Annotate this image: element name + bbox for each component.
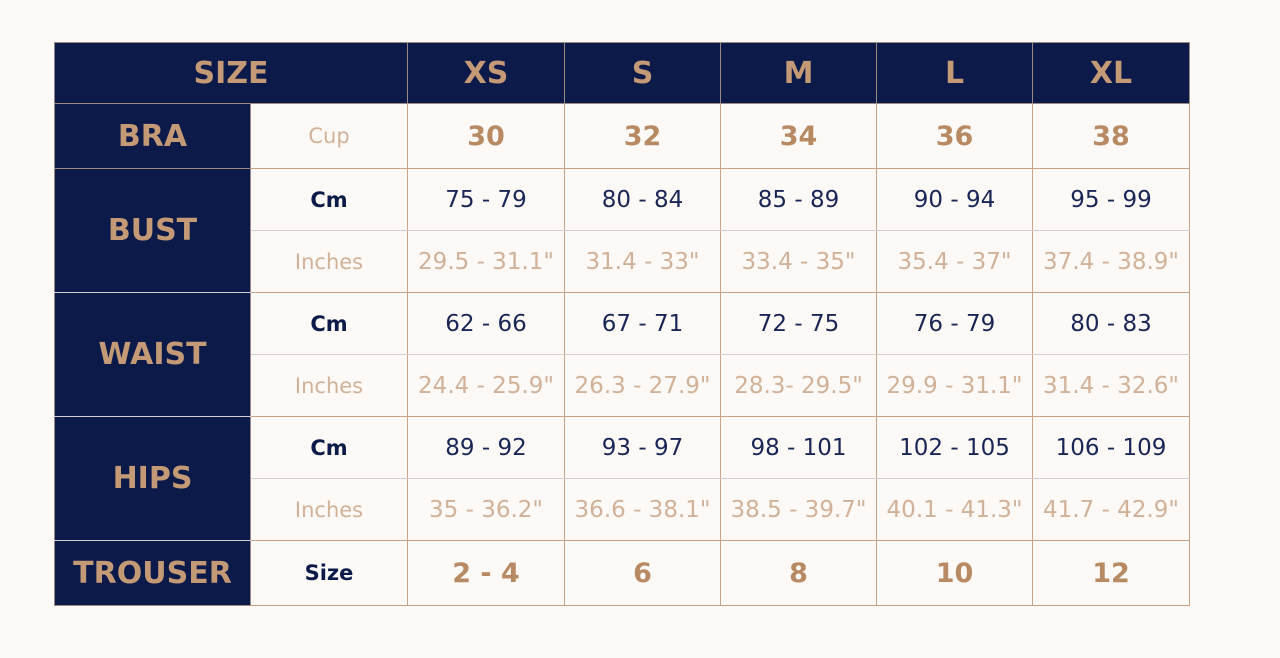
bust-cm-row: BUST Cm 75 - 79 80 - 84 85 - 89 90 - 94 95 - 9… — [54, 168, 1191, 293]
unit-label: Cm — [249, 168, 409, 231]
value-cell-xs: 62 - 66 — [407, 292, 566, 355]
value-cell-s: 36.6 - 38.1" — [564, 478, 722, 541]
value-cell-xl: 95 - 99 — [1032, 168, 1191, 231]
value-cell-xl: 80 - 83 — [1032, 292, 1191, 355]
value-cell-xl: 106 - 109 — [1032, 416, 1191, 479]
value-cell-l: 10 — [876, 540, 1034, 606]
value-cell-xs: 24.4 - 25.9" — [407, 354, 566, 417]
value-cell-l: 76 - 79 — [876, 292, 1034, 355]
value-cell-m: 33.4 - 35" — [720, 230, 878, 293]
size-chart-body: SIZE XS S M L XL BRA Cup 30 32 34 36 38 BUST Cm 7… — [53, 42, 1191, 606]
value-cell-l: 35.4 - 37" — [876, 230, 1034, 293]
bra-label: BRA — [54, 103, 251, 169]
value-cell-xs: 29.5 - 31.1" — [407, 230, 566, 293]
value-cell-xs: 2 - 4 — [407, 540, 566, 606]
size-m-header: M — [720, 42, 878, 104]
bra-cup-row: BRA Cup 30 32 34 36 38 — [54, 103, 1191, 169]
value-cell-m: 98 - 101 — [720, 416, 878, 479]
value-cell-l: 102 - 105 — [876, 416, 1034, 479]
value-cell-s: 6 — [564, 540, 722, 606]
unit-label: Cm — [249, 416, 409, 479]
header-row: SIZE XS S M L XL — [53, 42, 1191, 104]
unit-label: Inches — [249, 478, 409, 541]
value-cell-xs: 35 - 36.2" — [407, 478, 566, 541]
hips-inches-row: Inches 35 - 36.2" 36.6 - 38.1" 38.5 - 39.7"… — [55, 478, 1191, 541]
value-cell-s: 67 - 71 — [564, 292, 722, 355]
unit-label: Inches — [249, 354, 409, 417]
value-cell-s: 93 - 97 — [564, 416, 722, 479]
hips-label: HIPS — [54, 416, 251, 541]
value-cell-xl: 31.4 - 32.6" — [1032, 354, 1191, 417]
value-cell-s: 32 — [564, 103, 722, 169]
size-l-header: L — [876, 42, 1034, 104]
value-cell-m: 72 - 75 — [720, 292, 878, 355]
value-cell-xl: 37.4 - 38.9" — [1032, 230, 1191, 293]
size-xs-header: XS — [407, 42, 566, 104]
waist-cm-row: WAIST Cm 62 - 66 67 - 71 72 - 75 76 - 79 80 - … — [54, 292, 1191, 417]
hips-cm-row: HIPS Cm 89 - 92 93 - 97 98 - 101 102 - 105 106… — [54, 416, 1191, 541]
value-cell-s: 26.3 - 27.9" — [564, 354, 722, 417]
value-cell-xl: 12 — [1032, 540, 1191, 606]
unit-label: Cup — [249, 103, 409, 169]
value-cell-m: 38.5 - 39.7" — [720, 478, 878, 541]
size-s-header: S — [564, 42, 722, 104]
value-cell-xl: 41.7 - 42.9" — [1032, 478, 1191, 541]
value-cell-m: 85 - 89 — [720, 168, 878, 231]
trouser-size-row: TROUSER Size 2 - 4 6 8 10 12 — [54, 540, 1191, 606]
size-xl-header: XL — [1032, 42, 1191, 104]
value-cell-s: 80 - 84 — [564, 168, 722, 231]
value-cell-l: 90 - 94 — [876, 168, 1034, 231]
waist-label: WAIST — [54, 292, 251, 417]
value-cell-xs: 75 - 79 — [407, 168, 566, 231]
value-cell-m: 8 — [720, 540, 878, 606]
value-cell-xl: 38 — [1032, 103, 1191, 169]
value-cell-l: 29.9 - 31.1" — [876, 354, 1034, 417]
value-cell-xs: 89 - 92 — [407, 416, 566, 479]
value-cell-l: 40.1 - 41.3" — [876, 478, 1034, 541]
trouser-label: TROUSER — [54, 540, 251, 606]
unit-label: Size — [249, 540, 409, 606]
value-cell-s: 31.4 - 33" — [564, 230, 722, 293]
size-header: SIZE — [53, 42, 409, 104]
size-chart-table: SIZE XS S M L XL BRA Cup 30 32 34 36 38 BUST Cm 7… — [53, 42, 1191, 606]
value-cell-m: 28.3- 29.5" — [720, 354, 878, 417]
bust-label: BUST — [54, 168, 251, 293]
waist-inches-row: Inches 24.4 - 25.9" 26.3 - 27.9" 28.3- 29.5… — [55, 354, 1191, 417]
unit-label: Cm — [249, 292, 409, 355]
value-cell-l: 36 — [876, 103, 1034, 169]
unit-label: Inches — [249, 230, 409, 293]
value-cell-xs: 30 — [407, 103, 566, 169]
value-cell-m: 34 — [720, 103, 878, 169]
